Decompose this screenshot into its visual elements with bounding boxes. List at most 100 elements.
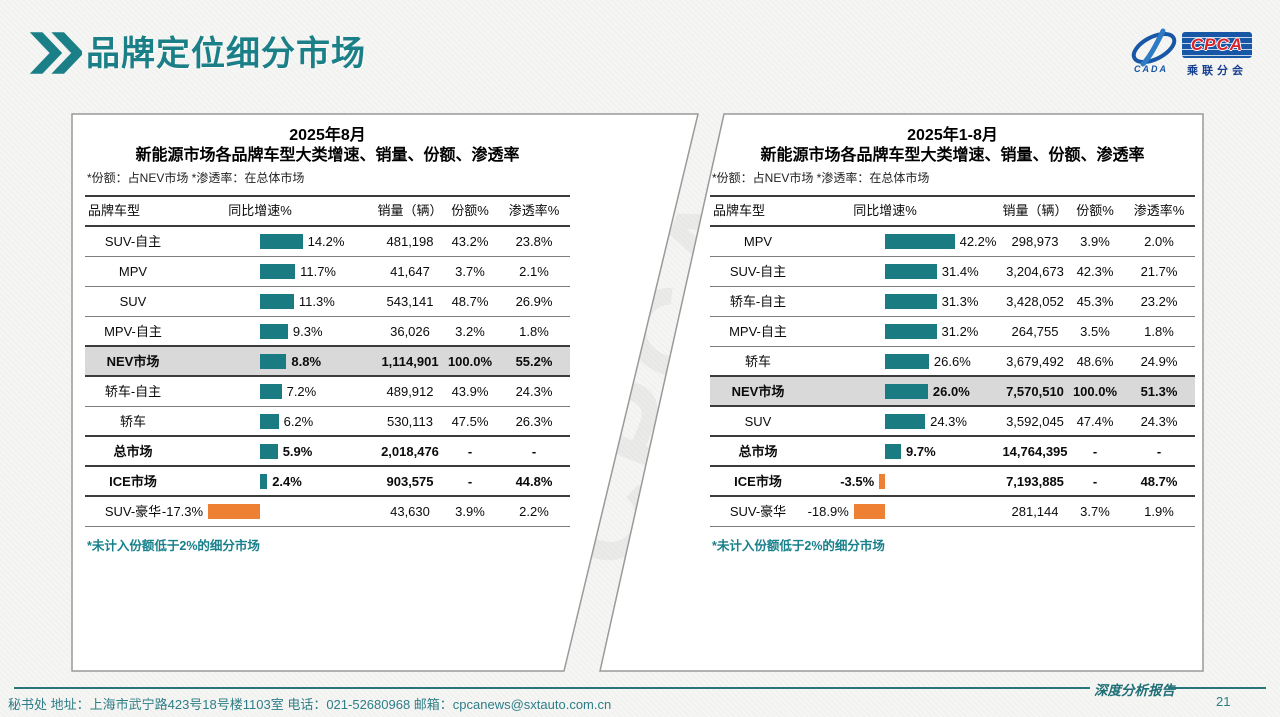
table-row: MPV 11.7% 41,647 3.7% 2.1% <box>85 257 570 287</box>
share-cell: - <box>467 444 473 459</box>
sales-cell: 481,198 <box>386 234 434 249</box>
growth-bar <box>260 474 268 489</box>
brand-category-cell: MPV <box>743 234 773 249</box>
growth-bar <box>885 384 928 399</box>
share-cell: 3.2% <box>455 324 485 339</box>
col-header-brand: 品牌车型 <box>88 203 141 218</box>
sales-cell: 41,647 <box>390 264 430 279</box>
growth-bar <box>260 294 294 309</box>
growth-value-label: 31.3% <box>941 294 979 309</box>
share-cell: 45.3% <box>1076 294 1114 309</box>
sales-cell: 36,026 <box>390 324 430 339</box>
table-row: 轿车-自主 7.2% 489,912 43.9% 24.3% <box>85 377 570 407</box>
brand-category-cell: 总市场 <box>113 444 153 459</box>
growth-bar <box>885 234 955 249</box>
brand-category-cell: NEV市场 <box>731 384 785 399</box>
panel-title-period: 2025年8月 <box>289 127 366 144</box>
left-panel-shape <box>71 113 699 672</box>
col-header-share: 份额% <box>451 203 489 218</box>
sales-cell: 3,679,492 <box>1006 354 1064 369</box>
brand-category-cell: SUV-豪华 <box>729 504 787 519</box>
growth-bar <box>853 504 885 519</box>
cpca-flag: CPCA <box>1182 32 1252 58</box>
table-row: SUV 24.3% 3,592,045 47.4% 24.3% <box>710 407 1195 437</box>
col-header-growth: 同比增速% <box>228 203 292 218</box>
growth-bar <box>260 354 287 369</box>
table-row: SUV-自主 31.4% 3,204,673 42.3% 21.7% <box>710 257 1195 287</box>
sales-cell: 2,018,476 <box>381 444 439 459</box>
brand-category-cell: 总市场 <box>738 444 778 459</box>
penetration-cell: 2.2% <box>519 504 549 519</box>
sales-cell: 3,428,052 <box>1006 294 1064 309</box>
growth-value-label: 26.6% <box>933 354 971 369</box>
penetration-cell: 44.8% <box>515 474 553 489</box>
brand-category-cell: SUV <box>744 414 772 429</box>
col-header-sales: 销量（辆） <box>1002 203 1068 218</box>
penetration-cell: 24.3% <box>515 384 553 399</box>
panel-title-subject: 新能源市场各品牌车型大类增速、销量、份额、渗透率 <box>135 147 520 164</box>
share-cell: 3.9% <box>455 504 485 519</box>
growth-value-label: 24.3% <box>930 414 967 429</box>
penetration-cell: - <box>1156 444 1162 459</box>
sales-cell: 530,113 <box>386 414 434 429</box>
table-row: SUV-豪华 -17.3% 43,630 3.9% 2.2% <box>85 497 570 527</box>
table-row: NEV市场 8.8% 1,114,901 100.0% 55.2% <box>85 347 570 377</box>
cpca-subtitle: 乘联分会 <box>1187 65 1247 77</box>
col-header-penetration: 渗透率% <box>508 203 560 218</box>
growth-value-label: 9.7% <box>906 444 936 459</box>
penetration-cell: 48.7% <box>1140 474 1178 489</box>
growth-value-label: 6.2% <box>283 414 314 429</box>
page-number: 21 <box>1216 694 1231 709</box>
growth-value-label: -17.3% <box>161 504 204 519</box>
table-row: 轿车-自主 31.3% 3,428,052 45.3% 23.2% <box>710 287 1195 317</box>
growth-bar <box>260 234 303 249</box>
page-title: 品牌定位细分市场 <box>86 35 366 73</box>
growth-value-label: 31.2% <box>941 324 979 339</box>
growth-value-label: 31.4% <box>941 264 979 279</box>
brand-category-cell: ICE市场 <box>109 474 157 489</box>
panel-note: *份额：占NEV市场 *渗透率：在总体市场 <box>712 171 930 185</box>
panel-footnote: *未计入份额低于2%的细分市场 <box>712 539 885 553</box>
penetration-cell: 24.9% <box>1140 354 1178 369</box>
panel-title-period: 2025年1-8月 <box>907 127 998 144</box>
brand-category-cell: 轿车-自主 <box>729 294 787 309</box>
share-cell: 3.7% <box>455 264 485 279</box>
panel-footnote: *未计入份额低于2%的细分市场 <box>87 539 260 553</box>
share-cell: 100.0% <box>447 354 493 369</box>
share-cell: 48.7% <box>451 294 489 309</box>
share-cell: - <box>467 474 473 489</box>
share-cell: - <box>1092 474 1098 489</box>
growth-value-label: 14.2% <box>307 234 345 249</box>
share-cell: 3.9% <box>1080 234 1110 249</box>
penetration-cell: 26.9% <box>515 294 553 309</box>
col-header-sales: 销量（辆） <box>377 203 443 218</box>
penetration-cell: 1.8% <box>519 324 549 339</box>
cada-label: CADA <box>1134 64 1168 74</box>
col-header-share: 份额% <box>1076 203 1114 218</box>
share-cell: 47.5% <box>451 414 489 429</box>
growth-value-label: 42.2% <box>959 234 997 249</box>
growth-bar <box>885 354 929 369</box>
growth-bar <box>260 264 296 279</box>
sales-cell: 14,764,395 <box>1002 444 1068 459</box>
table-row: 总市场 5.9% 2,018,476 - - <box>85 437 570 467</box>
cpca-logo: CADA CPCA 乘联分会 <box>1128 28 1258 80</box>
growth-bar <box>885 294 937 309</box>
growth-value-label: -18.9% <box>807 504 849 519</box>
growth-value-label: 8.8% <box>291 354 322 369</box>
growth-bar <box>885 324 937 339</box>
sales-cell: 43,630 <box>390 504 430 519</box>
sales-cell: 3,204,673 <box>1006 264 1064 279</box>
growth-bar <box>260 444 278 459</box>
cpca-swoosh-icon <box>1131 28 1177 67</box>
table-body: MPV 42.2% 298,973 3.9% 2.0% SUV-自主 31.4% 3,204,… <box>710 227 1195 527</box>
brand-category-cell: SUV-豪华 <box>104 504 162 519</box>
col-header-growth: 同比增速% <box>853 203 917 218</box>
table-header: 品牌车型 同比增速% 销量（辆） 份额% 渗透率% <box>710 195 1195 227</box>
col-header-brand: 品牌车型 <box>713 203 766 218</box>
growth-value-label: 11.3% <box>298 294 335 309</box>
sales-cell: 281,144 <box>1011 504 1059 519</box>
table-row: ICE市场 2.4% 903,575 - 44.8% <box>85 467 570 497</box>
share-cell: 43.2% <box>451 234 489 249</box>
panel-title-subject: 新能源市场各品牌车型大类增速、销量、份额、渗透率 <box>760 147 1145 164</box>
